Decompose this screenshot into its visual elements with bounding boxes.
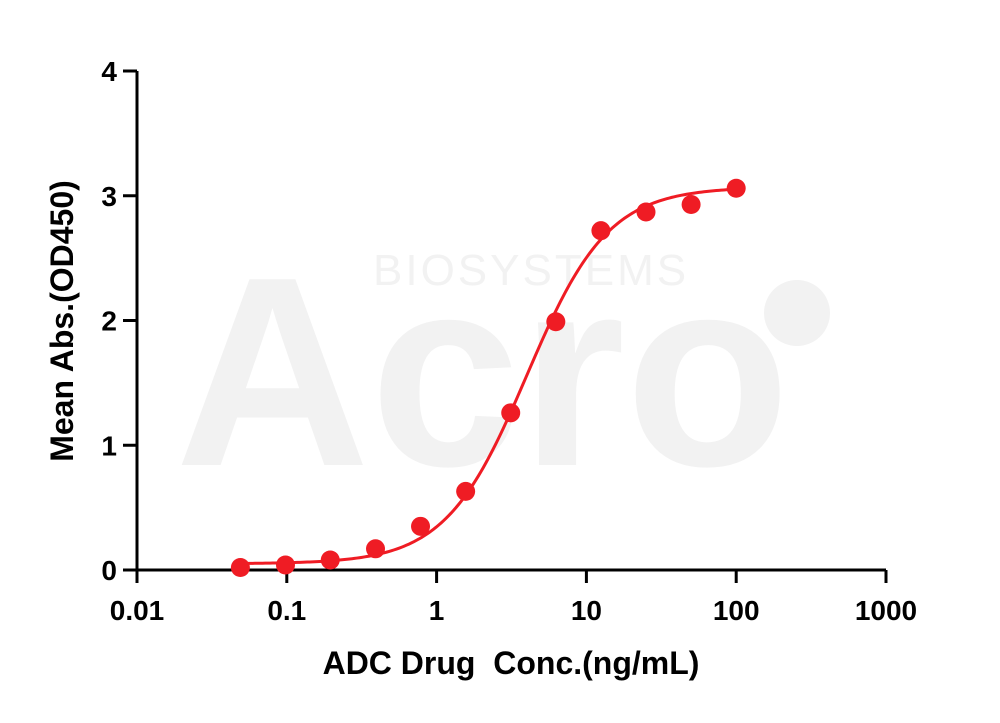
x-tick-label: 0.01 (110, 595, 165, 626)
y-axis-title: Mean Abs.(OD450) (44, 180, 80, 462)
x-tick-label: 10 (571, 595, 602, 626)
x-tick-label: 1000 (855, 595, 917, 626)
y-tick-label: 3 (101, 181, 117, 212)
watermark-dot (764, 280, 830, 346)
axes: 0 1 2 3 4 0.01 0.1 1 10 100 1000 (101, 56, 917, 626)
data-point (501, 403, 521, 423)
y-tick-label: 2 (101, 306, 117, 337)
x-tick-label: 100 (713, 595, 760, 626)
y-tick-label: 1 (101, 430, 117, 461)
data-point (411, 516, 431, 536)
x-axis-title: ADC Drug Conc.(ng/mL) (323, 645, 700, 681)
data-point (320, 550, 340, 570)
data-point (456, 481, 476, 501)
data-point (636, 202, 656, 222)
x-tick-label: 0.1 (267, 595, 306, 626)
data-points (230, 178, 746, 578)
data-point (726, 178, 746, 198)
watermark-logo-text: Acro (175, 222, 790, 523)
data-point (591, 221, 611, 241)
data-point (230, 558, 250, 578)
x-tick-label: 1 (429, 595, 445, 626)
watermark-brand-text: BIOSYSTEMS (373, 246, 689, 295)
data-point (546, 312, 566, 332)
data-point (275, 555, 295, 575)
y-tick-label: 4 (101, 56, 117, 87)
data-point (681, 194, 701, 214)
y-tick-label: 0 (101, 555, 117, 586)
data-point (366, 539, 386, 559)
watermark-logo: Acro BIOSYSTEMS (175, 222, 830, 523)
